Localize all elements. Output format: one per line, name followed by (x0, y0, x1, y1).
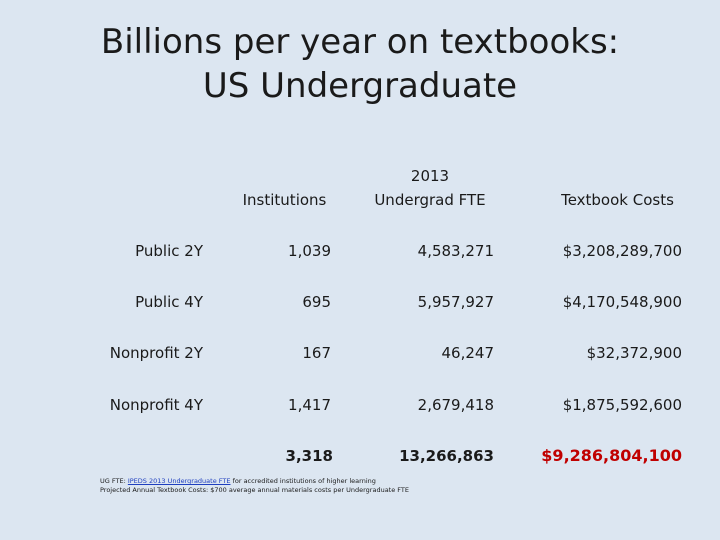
cell-institutions: 1,417 (288, 396, 331, 414)
header-fte-year: 2013 (410, 167, 450, 185)
total-institutions: 3,318 (285, 447, 333, 465)
footnote-line-1: UG FTE: IPEDS 2013 Undergraduate FTE for… (100, 477, 409, 486)
cell-fte: 46,247 (441, 344, 495, 362)
total-textbook-costs: $9,286,804,100 (541, 446, 682, 465)
title-line-1: Billions per year on textbooks: (100, 22, 620, 62)
cell-institutions: 1,039 (288, 242, 331, 260)
cell-institutions: 167 (302, 344, 331, 362)
ipeds-link[interactable]: IPEDS 2013 Undergraduate FTE (127, 477, 231, 485)
cell-fte: 4,583,271 (417, 242, 494, 260)
footnote: UG FTE: IPEDS 2013 Undergraduate FTE for… (100, 477, 409, 495)
header-undergrad-fte: 2013 Undergrad FTE (360, 164, 500, 212)
cell-fte: 2,679,418 (417, 396, 494, 414)
cell-fte: 5,957,927 (417, 293, 494, 311)
slide-title: Billions per year on textbooks: US Under… (0, 20, 720, 108)
row-label-nonprofit-2y: Nonprofit 2Y (109, 344, 203, 362)
header-fte-label: Undergrad FTE (374, 191, 486, 209)
cell-costs: $32,372,900 (586, 344, 682, 362)
footnote-line-2: Projected Annual Textbook Costs: $700 av… (100, 486, 409, 494)
row-label-public-2y: Public 2Y (135, 242, 203, 260)
header-textbook-costs: Textbook Costs (561, 191, 674, 209)
row-label-public-4y: Public 4Y (135, 293, 203, 311)
header-institutions: Institutions (242, 191, 327, 209)
cell-institutions: 695 (302, 293, 331, 311)
total-fte: 13,266,863 (399, 447, 494, 465)
cell-costs: $1,875,592,600 (562, 396, 682, 414)
row-label-nonprofit-4y: Nonprofit 4Y (109, 396, 203, 414)
footnote-suffix: for accredited institutions of higher le… (232, 477, 376, 485)
footnote-prefix: UG FTE: (100, 477, 126, 485)
cell-costs: $4,170,548,900 (562, 293, 682, 311)
title-line-2: US Undergraduate (202, 66, 518, 106)
cell-costs: $3,208,289,700 (562, 242, 682, 260)
